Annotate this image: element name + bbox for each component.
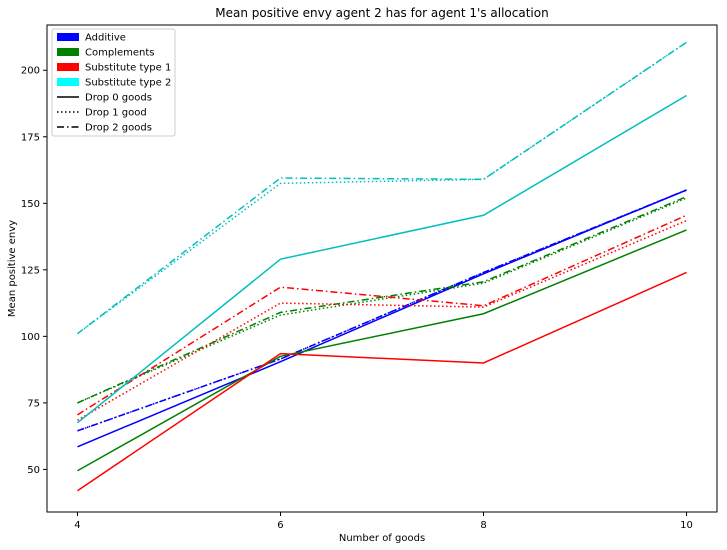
y-tick-label: 175 xyxy=(21,132,40,143)
series-line-additive-drop-1 xyxy=(77,189,687,432)
x-tick-label: 8 xyxy=(480,520,486,531)
legend-swatch xyxy=(57,63,79,71)
x-tick-label: 4 xyxy=(74,520,80,531)
x-tick-label: 10 xyxy=(680,520,693,531)
y-tick-label: 75 xyxy=(27,398,40,409)
series-line-substitute-type-2-drop-0 xyxy=(76,94,687,424)
series-line-substitute-type-1-drop-0 xyxy=(77,271,687,492)
plot-frame xyxy=(46,24,718,513)
series-line-complements-drop-1 xyxy=(77,197,687,404)
legend-label: Additive xyxy=(85,33,126,44)
legend-swatch xyxy=(57,33,79,41)
y-tick-label: 150 xyxy=(21,199,40,210)
legend-swatch xyxy=(57,48,79,56)
legend: Additive Complements Substitute type 1 Subs… xyxy=(51,28,176,137)
x-tick-label: 6 xyxy=(277,520,283,531)
y-axis: 50 75 100 125 150 175 200 xyxy=(21,66,47,476)
y-axis-label: Mean positive envy xyxy=(7,220,18,317)
legend-swatch xyxy=(57,78,79,86)
y-tick-label: 200 xyxy=(21,66,40,77)
series-line-complements-drop-0 xyxy=(77,229,687,472)
series-line-substitute-type-1-drop-1 xyxy=(77,219,687,421)
y-tick-label: 100 xyxy=(21,332,40,343)
legend-label: Drop 1 good xyxy=(85,108,147,119)
y-tick-label: 125 xyxy=(21,265,40,276)
legend-label: Substitute type 1 xyxy=(85,63,171,74)
legend-label: Drop 0 goods xyxy=(85,93,152,104)
x-axis: 4 6 8 10 xyxy=(74,512,693,531)
legend-label: Drop 2 goods xyxy=(85,123,152,134)
legend-label: Substitute type 2 xyxy=(85,78,171,89)
series-line-additive-drop-2 xyxy=(77,189,687,432)
legend-box xyxy=(51,28,176,137)
series-line-substitute-type-2-drop-2 xyxy=(76,41,687,335)
series-line-additive-drop-0 xyxy=(77,189,687,448)
x-axis-label: Number of goods xyxy=(339,533,425,544)
chart-title: Mean positive envy agent 2 has for agent… xyxy=(215,6,548,20)
legend-label: Complements xyxy=(85,48,154,59)
series-line-complements-drop-2 xyxy=(77,195,687,404)
y-tick-label: 50 xyxy=(27,465,40,476)
series-layer xyxy=(76,41,687,492)
series-line-substitute-type-1-drop-2 xyxy=(77,214,687,416)
